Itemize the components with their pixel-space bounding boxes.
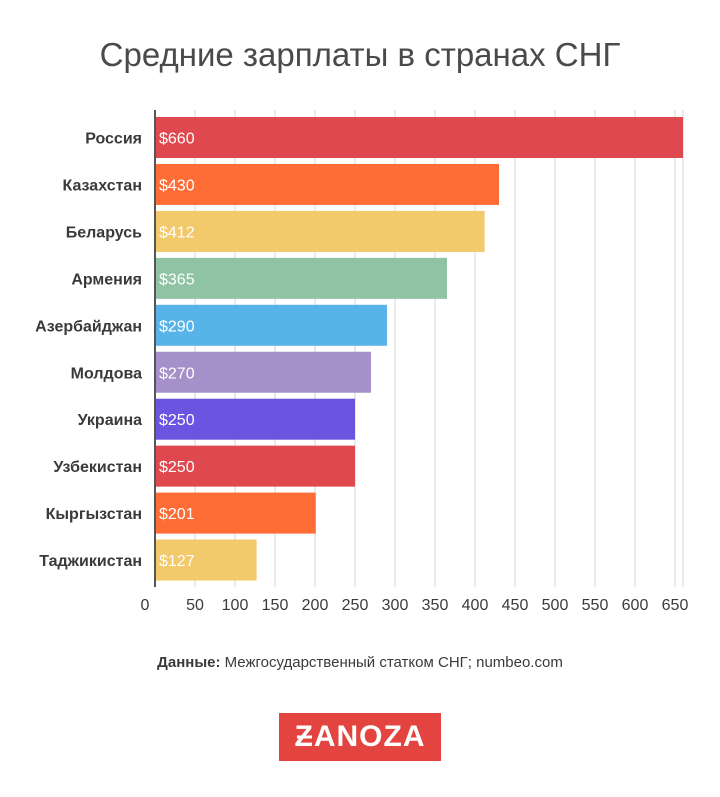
category-label-1: Казахстан [63,177,143,194]
x-tick-label-500: 500 [542,597,569,614]
category-label-8: Кыргызстан [46,506,142,523]
x-tick-label-600: 600 [622,597,649,614]
bar-value-label-5: $270 [159,365,195,382]
bar-5 [155,351,371,393]
x-tick-label-0: 0 [141,597,150,614]
category-label-5: Молдова [71,365,142,382]
bar-value-label-0: $660 [159,131,195,148]
bar-0 [155,117,683,158]
x-tick-label-400: 400 [462,597,489,614]
x-tick-label-550: 550 [582,597,609,614]
bar-value-label-9: $127 [159,553,195,570]
category-label-2: Беларусь [66,224,142,241]
x-tick-label-450: 450 [502,597,529,614]
x-tick-label-50: 50 [186,597,204,614]
category-label-7: Узбекистан [53,459,142,476]
bar-3 [155,257,447,299]
bar-6 [155,398,355,440]
bar-4 [155,304,387,346]
category-label-4: Азербайджан [35,318,142,335]
category-label-9: Таджикистан [39,553,142,570]
source-text: Межгосударственный статком СНГ; numbeo.c… [224,654,563,671]
logo-first-letter: Z [294,720,314,753]
bar-value-label-8: $201 [159,506,195,523]
bar-2 [155,210,485,252]
bar-9 [155,539,257,581]
bar-7 [155,445,355,487]
x-tick-label-250: 250 [342,597,369,614]
zanoza-logo: Z ANOZA [279,713,441,761]
bar-value-label-2: $412 [159,224,195,241]
bar-chart: $660 Россия $430 Казахстан $412 Беларусь $365 А… [35,110,689,614]
bar-value-label-4: $290 [159,318,195,335]
bar-1 [155,163,499,205]
category-label-3: Армения [71,271,142,288]
x-tick-label-100: 100 [222,597,249,614]
chart-title: Средние зарплаты в странах СНГ [99,36,621,73]
bar-8 [155,492,316,534]
source-label: Данные: [157,654,221,671]
x-tick-label-350: 350 [422,597,449,614]
x-tick-label-300: 300 [382,597,409,614]
data-source: Данные: Межгосударственный статком СНГ; … [0,654,720,671]
logo-rest: ANOZA [313,720,426,753]
bar-value-label-1: $430 [159,177,195,194]
bar-value-label-7: $250 [159,459,195,476]
x-tick-label-150: 150 [262,597,289,614]
bar-value-label-3: $365 [159,271,195,288]
category-label-6: Украина [78,412,143,429]
x-tick-label-650: 650 [662,597,689,614]
bar-value-label-6: $250 [159,412,195,429]
category-label-0: Россия [85,131,142,148]
x-tick-label-200: 200 [302,597,329,614]
